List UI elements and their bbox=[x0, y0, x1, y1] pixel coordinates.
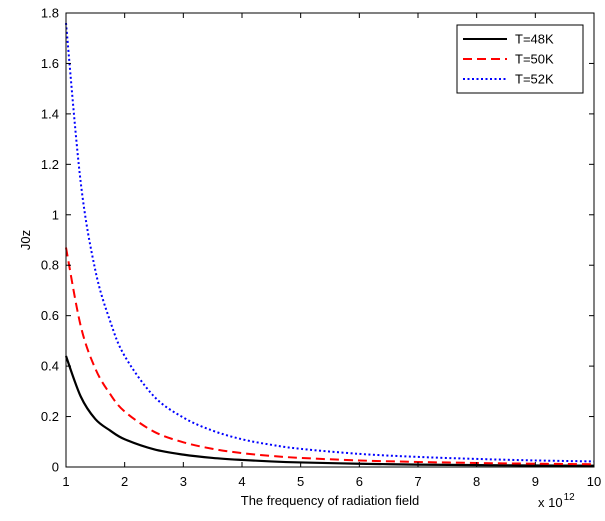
x-multiplier-exponent: 12 bbox=[564, 492, 576, 503]
y-tick-label: 0.2 bbox=[41, 409, 59, 424]
plot-frame bbox=[65, 12, 595, 468]
y-axis-label: J0z bbox=[18, 230, 33, 250]
x-multiplier-base: x 10 bbox=[538, 495, 563, 510]
legend: T=48K T=50K T=52K bbox=[456, 24, 584, 94]
series-line-3 bbox=[65, 22, 595, 463]
x-tick-label: 6 bbox=[356, 474, 363, 489]
y-tick-label: 1.6 bbox=[41, 56, 59, 71]
legend-label-1: T=48K bbox=[515, 32, 554, 47]
y-tick-label: 0.4 bbox=[41, 359, 59, 374]
y-tick-labels: 0 0.2 0.4 0.6 0.8 1 1.2 1.4 1.6 1.8 bbox=[41, 6, 59, 475]
x-tick-label: 2 bbox=[121, 474, 128, 489]
y-tick-label: 0.8 bbox=[41, 258, 59, 273]
series-line-1 bbox=[64, 355, 595, 467]
x-tick-label: 10 bbox=[587, 474, 601, 489]
x-tick-label: 1 bbox=[62, 474, 69, 489]
y-tick-label: 1.4 bbox=[41, 106, 59, 121]
y-tick-label: 1.2 bbox=[41, 157, 59, 172]
y-tick-label: 1.8 bbox=[41, 6, 59, 21]
plot-lines bbox=[64, 22, 595, 467]
axis-ticks bbox=[65, 12, 595, 468]
x-tick-label: 9 bbox=[532, 474, 539, 489]
legend-label-3: T=52K bbox=[515, 72, 554, 87]
y-tick-label: 1 bbox=[52, 207, 59, 222]
x-tick-label: 3 bbox=[180, 474, 187, 489]
x-tick-labels: 1 2 3 4 5 6 7 8 9 10 bbox=[62, 474, 601, 489]
x-axis-label: The frequency of radiation field bbox=[241, 493, 420, 508]
x-tick-label: 8 bbox=[473, 474, 480, 489]
x-tick-label: 7 bbox=[414, 474, 421, 489]
y-tick-label: 0.6 bbox=[41, 308, 59, 323]
series-line-2 bbox=[65, 247, 595, 466]
x-tick-label: 4 bbox=[238, 474, 245, 489]
legend-label-2: T=50K bbox=[515, 52, 554, 67]
y-tick-label: 0 bbox=[52, 460, 59, 475]
x-axis-multiplier: x 1012 bbox=[538, 492, 575, 510]
x-tick-label: 5 bbox=[297, 474, 304, 489]
